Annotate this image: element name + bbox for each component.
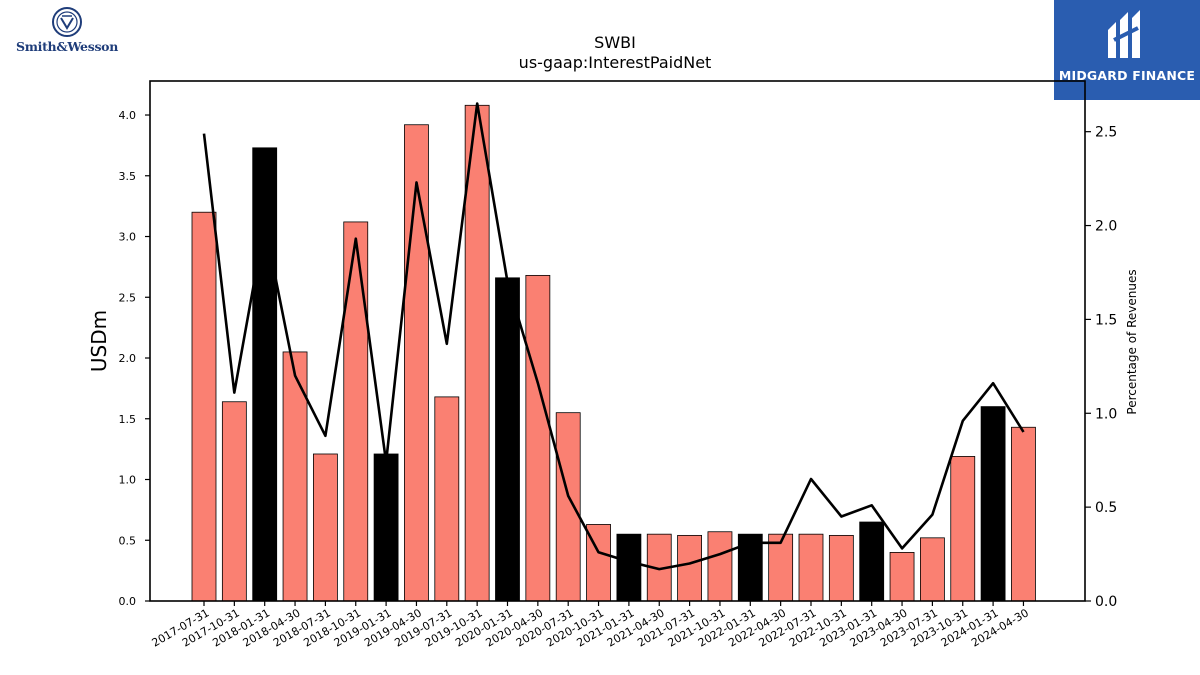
y-tick-label: 2.5 <box>119 291 137 304</box>
bar <box>343 221 369 602</box>
midgard-emblem-icon <box>1108 10 1140 58</box>
bar <box>252 147 278 602</box>
y2-tick-label: 0.0 <box>1095 594 1117 610</box>
y-tick-label: 1.0 <box>119 474 137 487</box>
bar <box>555 412 581 602</box>
y2-axis-label: Percentage of Revenues <box>1125 269 1139 414</box>
y2-tick-label: 1.0 <box>1095 406 1117 422</box>
bar <box>282 351 308 602</box>
y-tick-label: 1.5 <box>119 413 137 426</box>
y-tick-label: 3.0 <box>119 231 137 244</box>
bar <box>434 396 460 602</box>
y-tick-label: 0.0 <box>119 595 137 608</box>
midgard-wordmark: MIDGARD FINANCE <box>1058 68 1196 83</box>
y2-tick-label: 1.5 <box>1095 312 1117 328</box>
y-tick-label: 4.0 <box>119 109 137 122</box>
bar <box>950 456 976 602</box>
bar <box>737 533 763 602</box>
y2-tick-label: 0.5 <box>1095 500 1117 516</box>
bar <box>373 453 399 602</box>
chart-title: SWBI <box>594 33 636 52</box>
bar <box>707 531 733 602</box>
revenue-pct-line <box>202 102 1025 571</box>
midgard-finance-logo: MIDGARD FINANCE <box>1054 0 1200 100</box>
bar <box>616 533 642 602</box>
y2-tick-label: 2.0 <box>1095 219 1117 235</box>
sw-emblem-icon <box>52 7 82 37</box>
bar <box>312 453 338 602</box>
bar <box>495 277 520 602</box>
bar <box>828 534 854 602</box>
y-tick-label: 0.5 <box>119 534 137 547</box>
chart-subtitle: us-gaap:InterestPaidNet <box>518 53 712 72</box>
plot-frame <box>149 80 1086 602</box>
bar <box>920 537 945 602</box>
y-tick-label: 2.0 <box>119 352 137 365</box>
bar <box>525 274 551 602</box>
bar <box>889 552 915 602</box>
y2-tick-label: 2.5 <box>1095 125 1117 141</box>
bar <box>404 124 429 602</box>
bar <box>221 401 247 602</box>
bar <box>677 534 702 602</box>
bar <box>798 533 824 602</box>
bar <box>1011 426 1036 602</box>
bar <box>768 533 794 602</box>
bar <box>859 521 885 602</box>
smith-wesson-wordmark: Smith&Wesson <box>15 39 119 54</box>
bar <box>191 211 217 602</box>
bar <box>980 406 1006 602</box>
y-tick-label: 3.5 <box>119 170 137 183</box>
y-axis-label: USDm <box>87 310 111 372</box>
smith-wesson-logo: Smith&Wesson <box>6 6 128 58</box>
